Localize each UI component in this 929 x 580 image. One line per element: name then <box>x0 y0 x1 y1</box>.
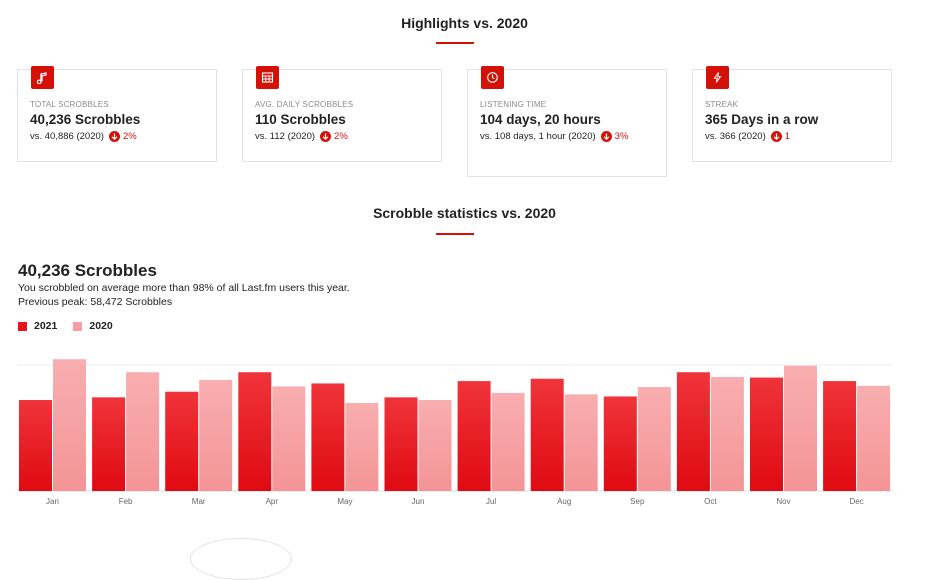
card-label: Streak <box>705 100 739 109</box>
legend-swatch-2021 <box>18 321 27 331</box>
card-value: 110 Scrobbles <box>255 112 346 127</box>
bar-2020-jan[interactable] <box>53 359 86 491</box>
arrow-down-icon <box>600 131 612 142</box>
bar-2021-may[interactable] <box>311 383 345 491</box>
highlights-title: Highlights vs. 2020 <box>401 15 528 31</box>
card-total-scrobbles: Total Scrobbles 40,236 Scrobbles vs. 40,… <box>17 66 217 162</box>
legend-label-2021: 2021 <box>34 320 58 332</box>
bar-2020-jun[interactable] <box>418 400 452 491</box>
card-value: 365 Days in a row <box>705 112 819 127</box>
card-change: 1 <box>784 131 791 142</box>
card-label: Total Scrobbles <box>30 100 109 109</box>
card-compare-row: vs. 108 days, 1 hour (2020) 3% <box>480 131 628 142</box>
highlights-title-rule <box>436 42 474 44</box>
card-compare: vs. 112 (2020) <box>255 131 316 142</box>
legend-label-2020: 2020 <box>89 320 113 332</box>
x-tick-label: Mar <box>192 497 206 506</box>
scrobble-bar-chart: Jan Feb Mar Apr May Jun Jul Aug Sep Oct Nov Dec <box>17 359 893 506</box>
bar-2021-apr[interactable] <box>238 372 272 491</box>
bar-2021-nov[interactable] <box>750 377 783 491</box>
card-compare-row: vs. 112 (2020) 2% <box>255 131 348 142</box>
bar-2020-apr[interactable] <box>272 386 306 491</box>
total-scrobbles-heading: 40,236 Scrobbles <box>18 261 157 280</box>
card-value: 104 days, 20 hours <box>480 112 601 127</box>
card-label: Avg. Daily Scrobbles <box>255 100 354 109</box>
x-tick-label: Jan <box>46 497 59 506</box>
chart-legend: 2021 2020 <box>18 320 129 332</box>
card-change: 3% <box>614 131 629 142</box>
card-compare: vs. 108 days, 1 hour (2020) <box>480 131 596 142</box>
average-percentile-text: You scrobbled on average more than 98% o… <box>18 282 350 294</box>
x-tick-label: Dec <box>849 497 863 506</box>
x-tick-label: Oct <box>704 497 717 506</box>
bar-2021-sep[interactable] <box>603 396 637 491</box>
x-tick-label: Nov <box>776 497 790 506</box>
card-compare-row: vs. 40,886 (2020) 2% <box>30 131 137 142</box>
card-listening-time: Listening Time 104 days, 20 hours vs. 10… <box>467 66 667 177</box>
card-streak: Streak 365 Days in a row vs. 366 (2020) … <box>692 66 892 162</box>
stats-title: Scrobble statistics vs. 2020 <box>373 205 556 221</box>
card-label: Listening Time <box>480 100 547 109</box>
bar-2020-feb[interactable] <box>126 372 160 491</box>
arrow-down-icon <box>320 131 332 142</box>
bar-2021-dec[interactable] <box>823 381 857 491</box>
card-change: 2% <box>334 131 348 142</box>
calendar-grid-icon <box>256 66 279 89</box>
card-value: 40,236 Scrobbles <box>30 112 141 127</box>
card-compare-row: vs. 366 (2020) 1 <box>705 131 790 142</box>
arrow-down-icon <box>770 131 782 142</box>
music-note-icon <box>31 66 54 89</box>
bar-2021-jun[interactable] <box>384 397 418 491</box>
x-tick-label: Feb <box>119 497 133 506</box>
lightning-icon <box>706 66 729 89</box>
legend-swatch-2020 <box>73 321 83 331</box>
x-tick-label: Apr <box>266 497 279 506</box>
x-tick-label: Aug <box>557 497 571 506</box>
legend-item-2020[interactable]: 2020 <box>73 320 113 332</box>
bar-2020-nov[interactable] <box>784 365 817 491</box>
bar-2021-aug[interactable] <box>530 378 564 491</box>
bar-2020-mar[interactable] <box>199 379 233 491</box>
x-tick-label: May <box>337 497 352 506</box>
stats-title-rule <box>436 233 474 235</box>
bar-2021-feb[interactable] <box>92 397 126 491</box>
bar-2021-oct[interactable] <box>676 372 710 491</box>
x-tick-label: Sep <box>630 497 645 506</box>
legend-item-2021[interactable]: 2021 <box>18 320 57 332</box>
bar-2021-jul[interactable] <box>457 381 491 491</box>
bar-2020-may[interactable] <box>345 402 379 491</box>
bar-2021-mar[interactable] <box>165 391 199 491</box>
arrow-down-icon <box>108 131 120 142</box>
card-avg-daily-scrobbles: Avg. Daily Scrobbles 110 Scrobbles vs. 1… <box>242 66 442 162</box>
clock-icon <box>481 66 504 89</box>
bar-2021-jan[interactable] <box>19 400 52 491</box>
card-change: 2% <box>122 131 137 142</box>
bar-2020-jul[interactable] <box>491 392 525 491</box>
card-compare: vs. 40,886 (2020) <box>30 131 104 142</box>
previous-peak-text: Previous peak: 58,472 Scrobbles <box>18 296 173 308</box>
x-tick-label: Jul <box>486 497 496 506</box>
x-tick-label: Jun <box>412 497 425 506</box>
bar-2020-oct[interactable] <box>710 376 744 491</box>
bar-2020-sep[interactable] <box>637 387 671 491</box>
bottom-partial-circle <box>190 538 292 580</box>
card-compare: vs. 366 (2020) <box>705 131 766 142</box>
bar-2020-dec[interactable] <box>857 385 891 491</box>
bar-2020-aug[interactable] <box>564 394 598 491</box>
